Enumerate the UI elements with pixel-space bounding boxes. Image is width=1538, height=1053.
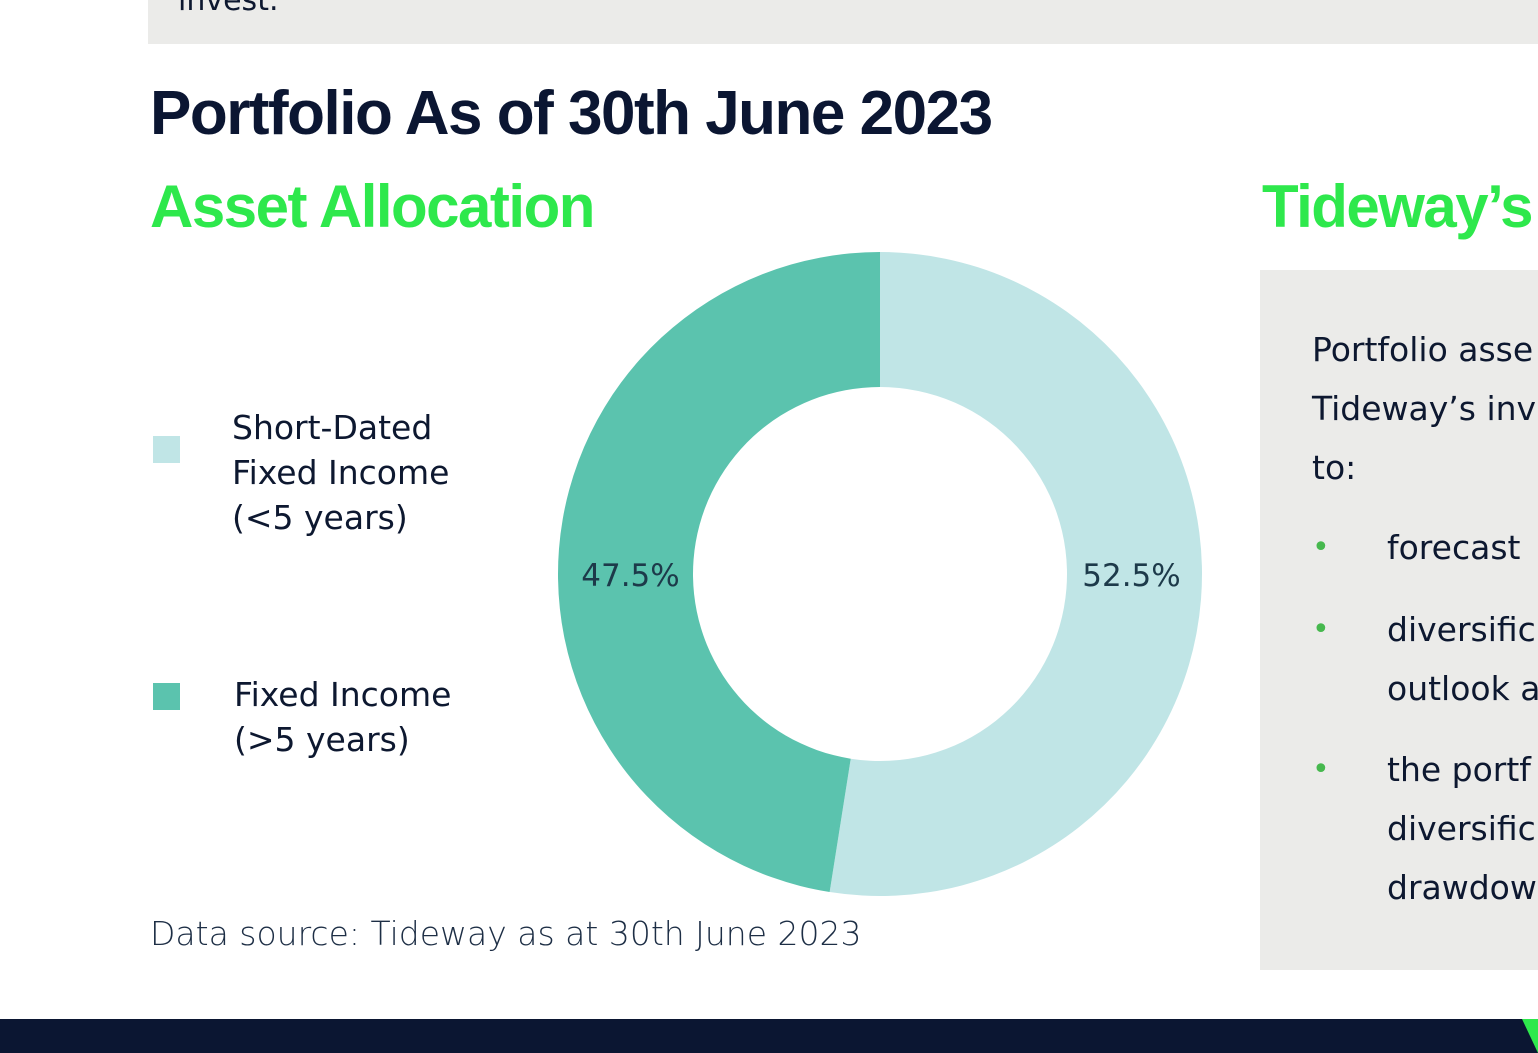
legend-label-short-dated: Short-Dated Fixed Income (<5 years) <box>232 405 532 540</box>
tideway-info-panel: Portfolio asse Tideway’s inv to: • forec… <box>1260 270 1538 970</box>
legend-label-line: (<5 years) <box>232 498 408 537</box>
page-title: Portfolio As of 30th June 2023 <box>150 79 993 148</box>
footer-bar <box>0 1019 1538 1053</box>
brand-chevron-icon <box>1522 1019 1538 1053</box>
top-band-text: invest. <box>178 0 279 18</box>
bullet-line: outlook a <box>1387 669 1538 708</box>
panel-intro: Portfolio asse Tideway’s inv to: <box>1312 320 1538 497</box>
bullet-dot-icon: • <box>1312 752 1330 787</box>
bullet-dot-icon: • <box>1312 530 1330 565</box>
legend-label-line: Fixed Income <box>232 453 450 492</box>
tideway-heading: Tideway’s <box>1262 173 1533 240</box>
bullet-line: diversific <box>1387 610 1536 649</box>
data-source-note: Data source: Tideway as at 30th June 202… <box>150 914 862 953</box>
bullet-text: forecast <box>1387 518 1520 577</box>
donut-slice-1 <box>557 252 880 893</box>
bullet-line: the portf <box>1387 750 1531 789</box>
donut-label-0: 52.5% <box>1082 558 1180 594</box>
donut-label-1: 47.5% <box>581 558 679 594</box>
legend-label-long-dated: Fixed Income (>5 years) <box>234 672 534 762</box>
legend-swatch-long-dated <box>153 683 180 710</box>
top-info-band: invest. <box>148 0 1538 44</box>
legend-label-line: (>5 years) <box>234 720 410 759</box>
panel-intro-line: Portfolio asse <box>1312 330 1534 369</box>
legend-label-line: Short-Dated <box>232 408 433 447</box>
donut-slice-0 <box>829 252 1202 896</box>
legend-swatch-short-dated <box>153 436 180 463</box>
bullet-line: forecast <box>1387 528 1521 567</box>
legend-label-line: Fixed Income <box>234 675 452 714</box>
bullet-text: the portf diversific drawdow <box>1387 740 1537 917</box>
asset-allocation-heading: Asset Allocation <box>150 173 595 240</box>
bullet-dot-icon: • <box>1312 612 1330 647</box>
asset-allocation-donut-chart: 52.5% 47.5% <box>557 252 1202 896</box>
panel-intro-line: to: <box>1312 448 1357 487</box>
panel-intro-line: Tideway’s inv <box>1312 389 1537 428</box>
bullet-line: diversific <box>1387 809 1536 848</box>
bullet-line: drawdow <box>1387 868 1537 907</box>
bullet-text: diversific outlook a <box>1387 600 1538 718</box>
